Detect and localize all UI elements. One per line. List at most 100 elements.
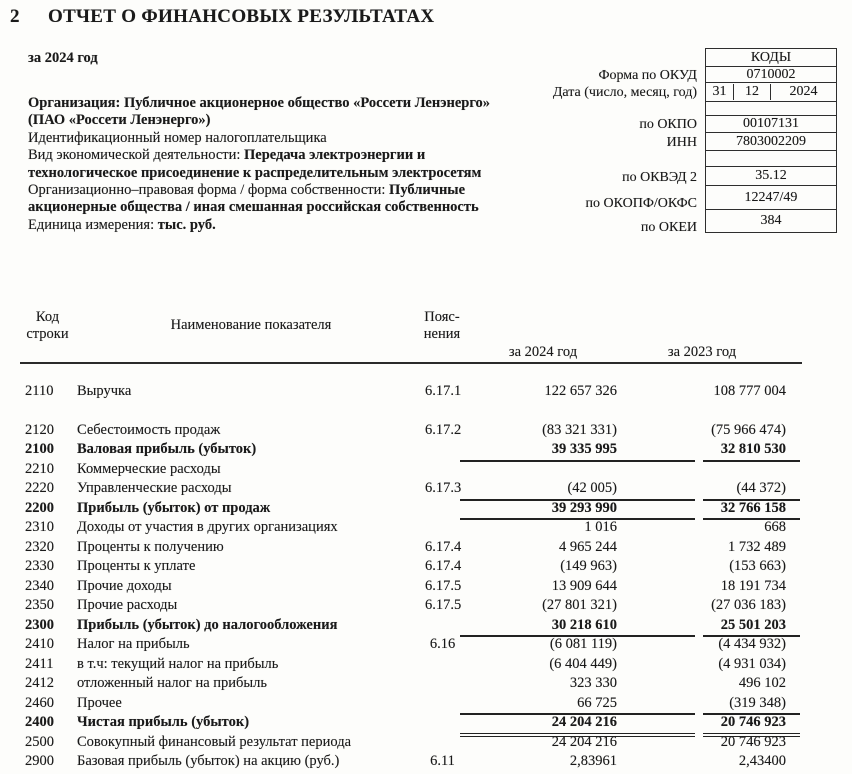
organization-info-block: Организация: Публичное акционерное общес…: [28, 95, 490, 234]
row-note: [425, 694, 460, 716]
org-line-text: Идентификационный номер налогоплательщик…: [28, 129, 327, 146]
row-value-2023: 108 777 004: [713, 383, 787, 399]
row-value-2024: (83 321 331): [542, 421, 617, 438]
column-header-2024: за 2024 год: [508, 344, 578, 360]
okei-label: по ОКЕИ: [640, 220, 697, 235]
row-value-2023: 20 746 923: [720, 733, 786, 750]
row-value-2024: 39 293 990: [460, 499, 695, 520]
row-name: Совокупный финансовый результат периода: [77, 733, 352, 750]
row-note: [425, 440, 460, 462]
row-column-gap: [695, 733, 703, 753]
okei-value: 384: [705, 210, 837, 233]
row-column-gap: [695, 518, 703, 538]
table-row: 2320 Проценты к получению 6.17.4 4 965 2…: [18, 538, 852, 558]
row-value-2023: (319 348): [703, 694, 800, 715]
codes-box: КОДЫ 0710002 31 12 2024 00107131 7803002…: [705, 48, 837, 233]
row-note: [425, 616, 460, 638]
row-value-2024: (6 404 449): [549, 655, 617, 672]
row-code: 2210: [25, 460, 54, 477]
page-title: 2 ОТЧЕТ О ФИНАНСОВЫХ РЕЗУЛЬТАТАХ: [10, 6, 434, 28]
org-line: Единица измерения: тыс. руб.: [28, 217, 490, 234]
org-line-bold: Организация: Публичное акционерное общес…: [28, 95, 491, 111]
row-value-2024: [460, 460, 695, 480]
row-value-2023: 496 102: [738, 675, 786, 691]
okud-value: 0710002: [705, 67, 837, 83]
row-note: [425, 518, 460, 538]
row-value-2024: 24 204 216: [460, 713, 695, 737]
row-code: 2412: [25, 675, 54, 691]
org-line: Идентификационный номер налогоплательщик…: [28, 130, 490, 147]
row-value-2023: (44 372): [703, 479, 800, 501]
row-code: 2400: [25, 714, 54, 730]
row-note: 6.17.5: [425, 577, 462, 594]
row-column-gap: [695, 655, 703, 675]
org-line: акционерные общества / иная смешанная ро…: [28, 199, 490, 216]
row-value-2023: (75 966 474): [711, 421, 786, 438]
row-name: Управленческие расходы: [77, 480, 232, 496]
row-column-gap: [695, 479, 703, 501]
okpo-value: 00107131: [705, 115, 837, 133]
row-column-gap: [695, 557, 703, 577]
okopf-label: по ОКОПФ/ОКФС: [585, 196, 698, 211]
org-line: Вид экономической деятельности: Передача…: [28, 147, 490, 164]
row-value-2023: 1 732 489: [728, 538, 786, 555]
row-code: 2310: [25, 519, 54, 535]
row-value-2024: 1 016: [584, 519, 617, 535]
inn-value: 7803002209: [705, 133, 837, 151]
row-name: Прочие расходы: [77, 597, 178, 613]
row-value-2024: 13 909 644: [551, 577, 617, 594]
row-note: 6.17.4: [425, 538, 462, 555]
row-value-2024: (6 081 119): [549, 636, 617, 652]
org-line: технологическое присоединение к распреде…: [28, 165, 490, 182]
row-note: 6.11: [430, 753, 455, 769]
row-column-gap: [695, 538, 703, 558]
row-code: 2320: [25, 538, 54, 555]
section-number: 2: [10, 6, 20, 27]
column-header-note-line2: нения: [423, 326, 461, 342]
table-row: 2350 Прочие расходы 6.17.5 (27 801 321) …: [18, 596, 852, 616]
row-name: Проценты к получению: [77, 538, 224, 555]
row-note: [425, 460, 460, 480]
column-header-code-line1: Код: [35, 309, 60, 325]
row-name: Базовая прибыль (убыток) на акцию (руб.): [77, 753, 340, 769]
column-header-note-line1: Пояс-: [424, 309, 460, 325]
row-value-2024: 24 204 216: [551, 733, 617, 750]
inn-label: ИНН: [666, 135, 697, 150]
report-period: за 2024 год: [28, 50, 98, 66]
table-row: 2300 Прибыль (убыток) до налогообложения…: [18, 616, 852, 638]
row-name: Доходы от участия в других организациях: [77, 519, 338, 535]
row-column-gap: [695, 499, 703, 521]
row-code: 2460: [25, 694, 54, 711]
row-code: 2900: [25, 753, 54, 769]
table-row: 2100 Валовая прибыль (убыток) 39 335 995…: [18, 440, 852, 462]
row-note: 6.17.5: [425, 597, 462, 613]
row-column-gap: [695, 752, 703, 772]
table-row: 2220 Управленческие расходы 6.17.3 (42 0…: [18, 479, 852, 501]
org-line-bold: тыс. руб.: [157, 216, 216, 233]
table-row: 2120 Себестоимость продаж 6.17.2 (83 321…: [18, 421, 852, 441]
row-code: 2330: [25, 558, 54, 574]
table-row: 2340 Прочие доходы 6.17.5 13 909 644 18 …: [18, 577, 852, 597]
row-value-2023: (27 036 183): [711, 597, 786, 613]
table-row: 2460 Прочее 66 725 (319 348): [18, 694, 852, 716]
column-header-name: Наименование показателя: [170, 317, 332, 333]
table-row: 2410 Налог на прибыль 6.16 (6 081 119) (…: [18, 635, 852, 655]
row-value-2023: 2,43400: [738, 753, 786, 769]
codes-header-cell: КОДЫ: [705, 48, 837, 67]
row-column-gap: [695, 460, 703, 480]
org-line-text: Организационно–правовая форма / форма со…: [28, 182, 390, 199]
table-row: 2412 отложенный налог на прибыль 323 330…: [18, 674, 852, 694]
row-name: в т.ч: текущий налог на прибыль: [77, 655, 279, 672]
org-line-bold: Передача электроэнергии и: [244, 147, 426, 164]
row-value-2024: 2,83961: [569, 753, 617, 769]
row-value-2024: 30 218 610: [460, 616, 695, 637]
row-column-gap: [695, 577, 703, 597]
codes-empty-cell: [705, 102, 837, 115]
date-day: 31: [712, 84, 727, 99]
row-note: 6.16: [429, 636, 456, 652]
row-note: 6.17.1: [425, 383, 462, 399]
org-line-text: Единица измерения:: [28, 216, 158, 233]
row-name: отложенный налог на прибыль: [77, 675, 268, 691]
row-value-2024: (149 963): [560, 558, 617, 574]
